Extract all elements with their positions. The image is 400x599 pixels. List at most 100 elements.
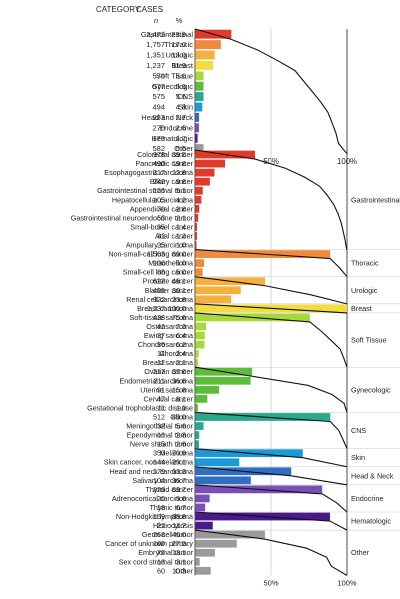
row-label: Meningothelial tumor	[126, 422, 193, 431]
row-percent: 83.7	[172, 485, 186, 494]
row-percent: 5.1	[176, 186, 186, 195]
row-label: Salivary carcinoma	[132, 476, 193, 485]
bar	[195, 548, 215, 557]
bar	[195, 60, 214, 70]
bar	[195, 92, 204, 102]
row-label: Non-Hodgkin lymphoma	[116, 512, 193, 521]
row-count: 32	[157, 422, 165, 431]
row-count: 179	[152, 134, 165, 143]
row-count: 350	[153, 449, 165, 458]
cumulative-line	[194, 303, 348, 314]
group-label: Head & Neck	[351, 471, 394, 480]
cumulative-line	[194, 366, 348, 413]
row-label: Other	[175, 566, 194, 575]
bar	[195, 349, 199, 358]
row-count: 438	[153, 313, 165, 322]
row-percent: 12.8	[172, 168, 186, 177]
row-percent: 11.9	[172, 61, 186, 70]
bar	[195, 566, 211, 575]
cumulative-line	[194, 149, 348, 250]
row-count: 1,351	[146, 51, 165, 60]
row-percent: 4.8	[176, 103, 186, 112]
bar	[195, 476, 251, 485]
bar	[195, 376, 251, 385]
row-label: Nerve sheath tumor	[130, 440, 194, 449]
row-label: Sex cord stromal tumor	[119, 557, 194, 566]
row-label: Ewing sarcoma	[144, 331, 193, 340]
header-pct: %	[176, 16, 183, 25]
cumulative-line	[194, 312, 348, 368]
row-label: Skin	[178, 103, 193, 112]
bar	[195, 232, 197, 240]
bar	[195, 494, 210, 503]
bar	[195, 123, 199, 133]
row-percent: 27.5	[172, 539, 186, 548]
row-count: 18	[157, 557, 165, 566]
row-label: Other	[174, 144, 193, 153]
cumulative-line	[194, 529, 348, 576]
row-count: 217	[153, 367, 165, 376]
cumulative-line	[194, 448, 348, 468]
row-label: Gynecologic	[152, 82, 194, 91]
row-label: CNS	[177, 92, 193, 101]
row-percent: 6.2	[176, 340, 186, 349]
row-count: 25	[157, 241, 165, 250]
row-percent: 5.6	[176, 92, 186, 101]
row-count: 37	[157, 331, 165, 340]
row-percent: 5.6	[176, 71, 186, 80]
row-percent: 5.6	[176, 82, 186, 91]
row-label: Cancer of unknown primary	[105, 539, 193, 548]
row-label: Non-small-cell lung cancer	[108, 250, 193, 259]
row-percent: 1.0	[176, 241, 186, 250]
row-count: 283	[152, 113, 165, 122]
bar	[195, 557, 200, 566]
row-percent: 6.0	[176, 259, 186, 268]
row-count: 226	[153, 485, 165, 494]
row-percent: 1.3	[176, 231, 186, 240]
row-label: Renal cell carcinoma	[126, 295, 193, 304]
bar	[195, 322, 207, 331]
row-label: Soft Tissue	[156, 71, 193, 80]
row-count: 1,237	[147, 304, 165, 313]
row-label: Adrenocortical carcinoma	[112, 494, 193, 503]
row-label: Gestational trophoblastic disease	[87, 403, 193, 412]
row-label: Thymic tumor	[149, 503, 193, 512]
header-n: n	[154, 16, 158, 25]
row-label: Esophagogastric carcinoma	[104, 168, 193, 177]
bar	[195, 268, 203, 277]
row-label: Glioma	[170, 412, 193, 421]
row-percent: 4.2	[176, 195, 186, 204]
row-count: 978	[153, 150, 165, 159]
bar	[195, 144, 204, 154]
row-percent: 2.6	[176, 123, 186, 132]
row-count: 211	[154, 376, 165, 385]
bar	[195, 112, 200, 122]
bar	[195, 40, 221, 50]
row-count: 12	[157, 358, 165, 367]
row-count: 179	[153, 467, 165, 476]
row-percent: 89.0	[172, 250, 186, 259]
row-percent: 2.1	[176, 358, 186, 367]
row-count: 322	[153, 295, 165, 304]
row-label: Appendiceal cancer	[130, 204, 194, 213]
row-percent: 6.4	[176, 331, 186, 340]
row-label: Biliary cancer	[150, 177, 194, 186]
row-count: 88	[157, 268, 165, 277]
row-percent: 29.1	[172, 458, 186, 467]
row-label: Skin cancer, non-melanoma	[104, 458, 193, 467]
row-count: 490	[153, 159, 165, 168]
row-label: Ovarian cancer	[144, 367, 193, 376]
row-label: Breast sarcoma	[143, 358, 193, 367]
row-label: Small-cell lung cancer	[123, 268, 194, 277]
row-percent: 37.6	[172, 367, 186, 376]
row-percent: 1.9	[176, 403, 186, 412]
row-percent: 23.8	[172, 295, 186, 304]
row-percent: 13.1	[172, 548, 186, 557]
row-count: 15	[157, 440, 165, 449]
row-percent: 36.7	[172, 476, 186, 485]
cumulative-line	[194, 276, 348, 305]
bar	[195, 81, 204, 91]
row-label: Uterine sarcoma	[140, 385, 193, 394]
row-label: Germ cell tumor	[142, 530, 194, 539]
row-count: 18	[157, 503, 165, 512]
